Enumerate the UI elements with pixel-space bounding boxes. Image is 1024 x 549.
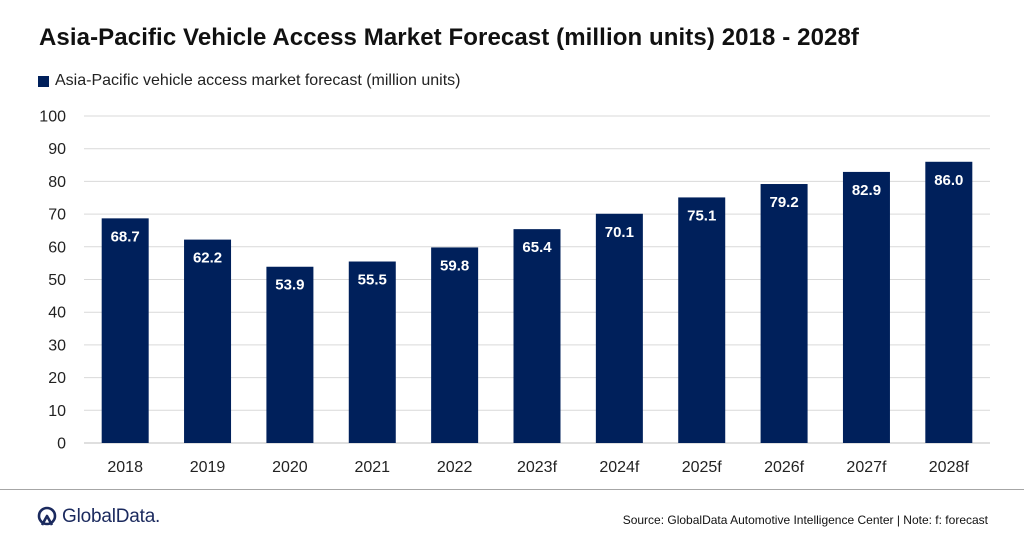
y-tick-label: 70 xyxy=(48,207,66,224)
bar xyxy=(348,261,396,443)
logo-text: GlobalData. xyxy=(62,506,161,527)
legend-swatch xyxy=(38,75,49,87)
bar xyxy=(760,184,808,443)
source-note: Source: GlobalData Automotive Intelligen… xyxy=(622,513,988,527)
data-label: 59.8 xyxy=(440,257,469,274)
data-label: 53.9 xyxy=(275,277,304,294)
data-label: 62.2 xyxy=(193,250,222,267)
data-label: 65.4 xyxy=(522,239,552,256)
bar xyxy=(842,171,890,443)
bars: 68.7 62.2 53.9 55.5 59.8 65.4 70.1 75.1 79.2 82.9… xyxy=(101,161,973,443)
data-label: 75.1 xyxy=(687,207,716,224)
chart-title: Asia-Pacific Vehicle Access Market Forec… xyxy=(39,24,860,51)
y-tick-label: 80 xyxy=(48,174,66,191)
x-tick-label: 2018 xyxy=(107,459,143,476)
y-tick-label: 0 xyxy=(57,436,66,453)
data-label: 70.1 xyxy=(605,224,634,241)
bar xyxy=(925,161,973,443)
x-axis: 2018 2019 2020 2021 2022 2023f 2024f 2025f 2026f… xyxy=(107,459,969,476)
y-axis: 0 10 20 30 40 50 60 70 80 90 100 xyxy=(39,109,66,453)
y-tick-label: 40 xyxy=(48,305,66,322)
chart-legend: Asia-Pacific vehicle access market forec… xyxy=(38,72,460,90)
x-tick-label: 2028f xyxy=(929,459,970,476)
data-label: 86.0 xyxy=(934,172,963,189)
footer-divider xyxy=(0,489,1024,490)
bar xyxy=(431,247,479,443)
bar xyxy=(266,266,314,443)
data-label: 79.2 xyxy=(769,194,798,211)
y-tick-label: 90 xyxy=(48,141,66,158)
bar xyxy=(595,213,643,443)
x-tick-label: 2023f xyxy=(517,459,558,476)
globaldata-logo: GlobalData. xyxy=(36,505,160,529)
data-label: 82.9 xyxy=(852,182,881,199)
y-tick-label: 30 xyxy=(48,337,66,354)
y-tick-label: 50 xyxy=(48,272,66,289)
x-tick-label: 2020 xyxy=(272,459,308,476)
x-tick-label: 2019 xyxy=(190,459,226,476)
data-label: 68.7 xyxy=(111,228,140,245)
x-tick-label: 2022 xyxy=(437,459,473,476)
bar-chart: 0 10 20 30 40 50 60 70 80 90 100 68.7 62.2 53.9 55.5 5… xyxy=(39,109,990,476)
globaldata-logo-icon xyxy=(37,506,57,526)
y-tick-label: 100 xyxy=(39,109,66,126)
x-tick-label: 2026f xyxy=(764,459,805,476)
legend-label: Asia-Pacific vehicle access market forec… xyxy=(55,72,461,89)
bar xyxy=(184,239,232,443)
x-tick-label: 2024f xyxy=(599,459,640,476)
x-tick-label: 2025f xyxy=(682,459,723,476)
bar xyxy=(513,229,561,443)
bar xyxy=(678,197,726,443)
data-label: 55.5 xyxy=(358,272,387,289)
bar xyxy=(101,218,149,443)
y-tick-label: 10 xyxy=(48,403,66,420)
x-tick-label: 2021 xyxy=(354,459,390,476)
y-tick-label: 60 xyxy=(48,239,66,256)
y-tick-label: 20 xyxy=(48,370,66,387)
x-tick-label: 2027f xyxy=(846,459,887,476)
